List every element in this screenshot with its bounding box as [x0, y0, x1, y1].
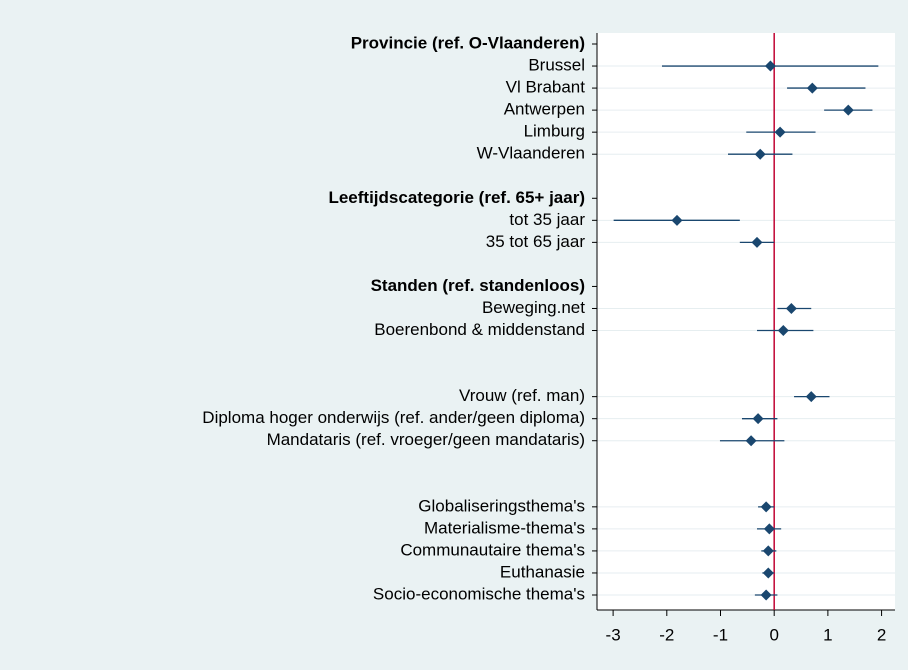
point-estimate	[764, 60, 776, 72]
y-tick-label: Beweging.net	[482, 298, 585, 317]
y-tick-label: Mandataris (ref. vroeger/geen mandataris…	[267, 430, 585, 449]
y-tick-label: W-Vlaanderen	[477, 144, 585, 163]
point-estimate	[745, 435, 757, 447]
y-tick-label: Materialisme-thema's	[424, 518, 585, 537]
y-tick-label: Euthanasie	[500, 562, 585, 581]
y-tick-label: 35 tot 65 jaar	[486, 232, 586, 251]
y-tick-label: Globaliseringsthema's	[418, 496, 585, 515]
point-estimate	[752, 413, 764, 425]
point-estimate	[671, 214, 683, 226]
y-tick-label: Antwerpen	[504, 100, 585, 119]
y-tick-label: tot 35 jaar	[509, 210, 585, 229]
x-tick-label: -2	[659, 625, 674, 644]
plot-area	[597, 33, 895, 610]
group-header: Leeftijdscategorie (ref. 65+ jaar)	[328, 188, 585, 207]
x-tick-label: -1	[713, 625, 728, 644]
group-header: Standen (ref. standenloos)	[371, 276, 585, 295]
point-estimate	[760, 501, 772, 513]
y-tick-label: Communautaire thema's	[400, 540, 585, 559]
point-estimate	[762, 567, 774, 579]
point-estimate	[762, 545, 774, 557]
y-tick-label: Diploma hoger onderwijs (ref. ander/geen…	[202, 408, 585, 427]
point-estimate	[763, 523, 775, 535]
x-tick-label: -3	[606, 625, 621, 644]
point-estimate	[842, 104, 854, 116]
group-header: Provincie (ref. O-Vlaanderen)	[351, 33, 585, 52]
point-estimate	[805, 391, 817, 403]
y-tick-label: Brussel	[528, 56, 585, 75]
point-estimate	[760, 589, 772, 601]
y-tick-label: Socio-economische thema's	[373, 584, 585, 603]
x-tick-label: 2	[877, 625, 886, 644]
point-estimate	[774, 126, 786, 138]
point-estimate	[785, 302, 797, 314]
y-tick-label: Vrouw (ref. man)	[459, 386, 585, 405]
x-tick-label: 0	[769, 625, 778, 644]
point-estimate	[806, 82, 818, 94]
point-estimate	[777, 325, 789, 337]
y-tick-label: Limburg	[524, 122, 585, 141]
point-estimate	[754, 148, 766, 160]
y-tick-label: Vl Brabant	[506, 78, 586, 97]
x-tick-label: 1	[823, 625, 832, 644]
point-estimate	[751, 236, 763, 248]
y-tick-label: Boerenbond & middenstand	[374, 320, 585, 339]
